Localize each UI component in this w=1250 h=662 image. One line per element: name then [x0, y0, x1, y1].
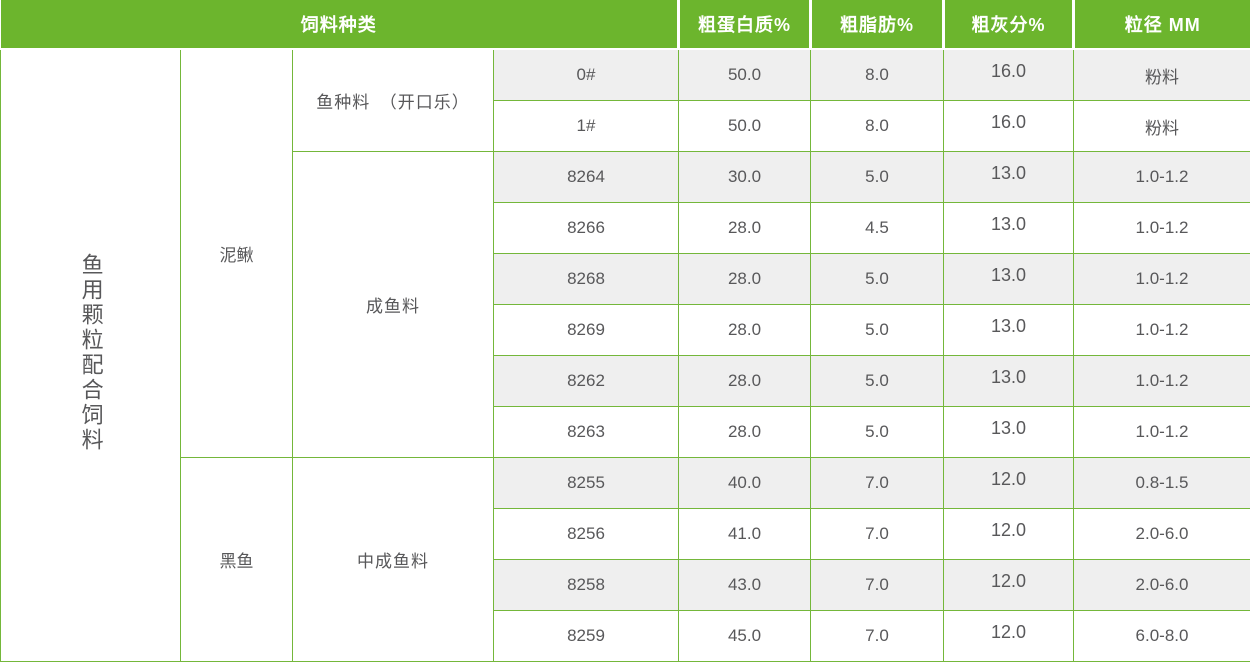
model-cell: 1# — [494, 101, 679, 152]
particle-cell: 1.0-1.2 — [1074, 203, 1250, 254]
ash-value: 13.0 — [991, 214, 1026, 235]
ash-cell: 12.0 — [944, 509, 1074, 560]
ash-cell: 13.0 — [944, 356, 1074, 407]
ash-cell: 13.0 — [944, 203, 1074, 254]
particle-cell: 1.0-1.2 — [1074, 152, 1250, 203]
stage-cell-fry-feed: 鱼种料 （开口乐） — [293, 49, 494, 152]
ash-cell: 12.0 — [944, 560, 1074, 611]
model-cell: 0# — [494, 49, 679, 101]
fat-cell: 5.0 — [811, 152, 944, 203]
ash-cell: 16.0 — [944, 101, 1074, 152]
protein-cell: 28.0 — [679, 407, 811, 458]
particle-cell: 1.0-1.2 — [1074, 254, 1250, 305]
particle-cell: 1.0-1.2 — [1074, 356, 1250, 407]
fat-cell: 5.0 — [811, 254, 944, 305]
ash-value: 13.0 — [991, 418, 1026, 439]
fat-cell: 4.5 — [811, 203, 944, 254]
ash-value: 12.0 — [991, 520, 1026, 541]
header-ash: 粗灰分% — [944, 0, 1074, 49]
model-cell: 8269 — [494, 305, 679, 356]
model-cell: 8259 — [494, 611, 679, 662]
header-fat: 粗脂肪% — [811, 0, 944, 49]
protein-cell: 50.0 — [679, 49, 811, 101]
stage-cell-mid-adult-feed: 中成鱼料 — [293, 458, 494, 662]
ash-value: 12.0 — [991, 571, 1026, 592]
particle-cell: 6.0-8.0 — [1074, 611, 1250, 662]
ash-cell: 16.0 — [944, 49, 1074, 101]
model-cell: 8268 — [494, 254, 679, 305]
ash-value: 13.0 — [991, 316, 1026, 337]
ash-cell: 13.0 — [944, 254, 1074, 305]
model-cell: 8263 — [494, 407, 679, 458]
ash-value: 16.0 — [991, 61, 1026, 82]
table-header: 饲料种类 粗蛋白质% 粗脂肪% 粗灰分% 粒径 MM — [1, 0, 1250, 49]
fat-cell: 5.0 — [811, 356, 944, 407]
ash-cell: 12.0 — [944, 611, 1074, 662]
table-row: 黑鱼 中成鱼料 8255 40.0 7.0 12.0 0.8-1.5 — [1, 458, 1250, 509]
species-cell-snakehead: 黑鱼 — [181, 458, 293, 662]
protein-cell: 41.0 — [679, 509, 811, 560]
particle-cell: 2.0-6.0 — [1074, 560, 1250, 611]
header-protein: 粗蛋白质% — [679, 0, 811, 49]
protein-cell: 28.0 — [679, 203, 811, 254]
header-particle: 粒径 MM — [1074, 0, 1250, 49]
model-cell: 8266 — [494, 203, 679, 254]
fat-cell: 5.0 — [811, 407, 944, 458]
particle-cell: 2.0-6.0 — [1074, 509, 1250, 560]
ash-value: 13.0 — [991, 163, 1026, 184]
fat-cell: 5.0 — [811, 305, 944, 356]
fat-cell: 7.0 — [811, 458, 944, 509]
protein-cell: 28.0 — [679, 254, 811, 305]
species-cell-loach: 泥鳅 — [181, 49, 293, 458]
ash-cell: 13.0 — [944, 152, 1074, 203]
protein-cell: 28.0 — [679, 356, 811, 407]
particle-cell: 0.8-1.5 — [1074, 458, 1250, 509]
particle-cell: 1.0-1.2 — [1074, 407, 1250, 458]
ash-cell: 12.0 — [944, 458, 1074, 509]
protein-cell: 40.0 — [679, 458, 811, 509]
model-cell: 8258 — [494, 560, 679, 611]
particle-cell: 粉料 — [1074, 101, 1250, 152]
fat-cell: 8.0 — [811, 101, 944, 152]
feed-category-label: 鱼用颗粒配合饲料 — [78, 253, 102, 453]
protein-cell: 50.0 — [679, 101, 811, 152]
protein-cell: 45.0 — [679, 611, 811, 662]
particle-cell: 1.0-1.2 — [1074, 305, 1250, 356]
table-row: 鱼用颗粒配合饲料 泥鳅 鱼种料 （开口乐） 0# 50.0 8.0 16.0 粉… — [1, 49, 1250, 101]
header-feed-type: 饲料种类 — [1, 0, 679, 49]
feed-category-cell: 鱼用颗粒配合饲料 — [1, 49, 181, 662]
protein-cell: 30.0 — [679, 152, 811, 203]
ash-cell: 13.0 — [944, 305, 1074, 356]
model-cell: 8264 — [494, 152, 679, 203]
model-cell: 8255 — [494, 458, 679, 509]
protein-cell: 28.0 — [679, 305, 811, 356]
ash-value: 13.0 — [991, 265, 1026, 286]
fat-cell: 8.0 — [811, 49, 944, 101]
table-body: 鱼用颗粒配合饲料 泥鳅 鱼种料 （开口乐） 0# 50.0 8.0 16.0 粉… — [1, 49, 1250, 662]
model-cell: 8262 — [494, 356, 679, 407]
fat-cell: 7.0 — [811, 509, 944, 560]
header-row: 饲料种类 粗蛋白质% 粗脂肪% 粗灰分% 粒径 MM — [1, 0, 1250, 49]
protein-cell: 43.0 — [679, 560, 811, 611]
model-cell: 8256 — [494, 509, 679, 560]
ash-value: 16.0 — [991, 112, 1026, 133]
ash-value: 12.0 — [991, 622, 1026, 643]
particle-cell: 粉料 — [1074, 49, 1250, 101]
stage-cell-adult-feed: 成鱼料 — [293, 152, 494, 458]
ash-cell: 13.0 — [944, 407, 1074, 458]
fat-cell: 7.0 — [811, 611, 944, 662]
ash-value: 13.0 — [991, 367, 1026, 388]
ash-value: 12.0 — [991, 469, 1026, 490]
fat-cell: 7.0 — [811, 560, 944, 611]
